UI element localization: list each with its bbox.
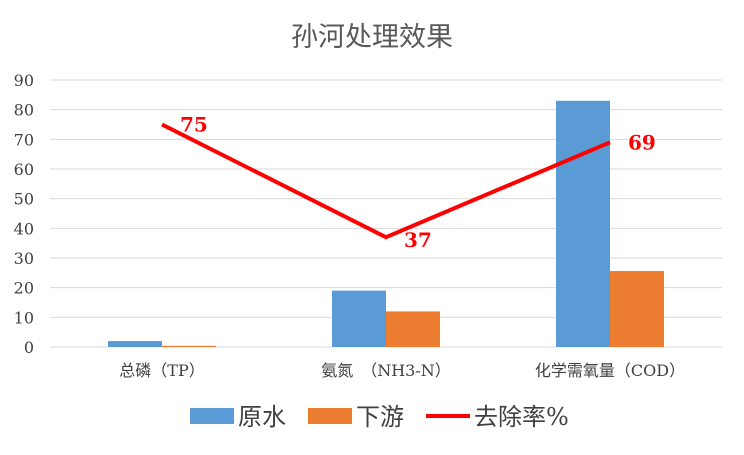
bar-下游 xyxy=(386,311,440,347)
bar-原水 xyxy=(108,341,162,347)
y-tick-label: 30 xyxy=(14,249,34,268)
y-tick-label: 10 xyxy=(14,308,34,327)
x-tick-label: 化学需氧量（COD） xyxy=(535,361,685,380)
y-tick-label: 50 xyxy=(14,190,34,209)
y-tick-label: 60 xyxy=(14,160,34,179)
legend-swatch xyxy=(190,408,234,424)
x-tick-label: 总磷（TP） xyxy=(119,361,204,380)
data-label: 75 xyxy=(180,113,208,137)
bar-下游 xyxy=(610,271,664,347)
bar-下游 xyxy=(162,345,216,347)
y-tick-label: 70 xyxy=(14,130,34,149)
legend-swatch xyxy=(308,408,352,424)
y-tick-label: 0 xyxy=(24,338,34,357)
y-tick-label: 20 xyxy=(14,279,34,298)
data-label: 69 xyxy=(628,130,656,154)
data-label: 37 xyxy=(404,228,432,252)
legend-label: 去除率% xyxy=(474,403,569,431)
x-tick-label: 氨氮 （NH3-N） xyxy=(321,361,451,380)
chart-title: 孙河处理效果 xyxy=(291,22,453,53)
y-tick-label: 40 xyxy=(14,219,34,238)
legend-label: 下游 xyxy=(356,403,404,431)
bar-原水 xyxy=(332,290,386,347)
line-removal-rate xyxy=(161,122,611,240)
y-tick-label: 80 xyxy=(14,101,34,120)
legend-label: 原水 xyxy=(238,403,286,431)
y-tick-label: 90 xyxy=(14,71,34,90)
bar-原水 xyxy=(556,100,610,348)
